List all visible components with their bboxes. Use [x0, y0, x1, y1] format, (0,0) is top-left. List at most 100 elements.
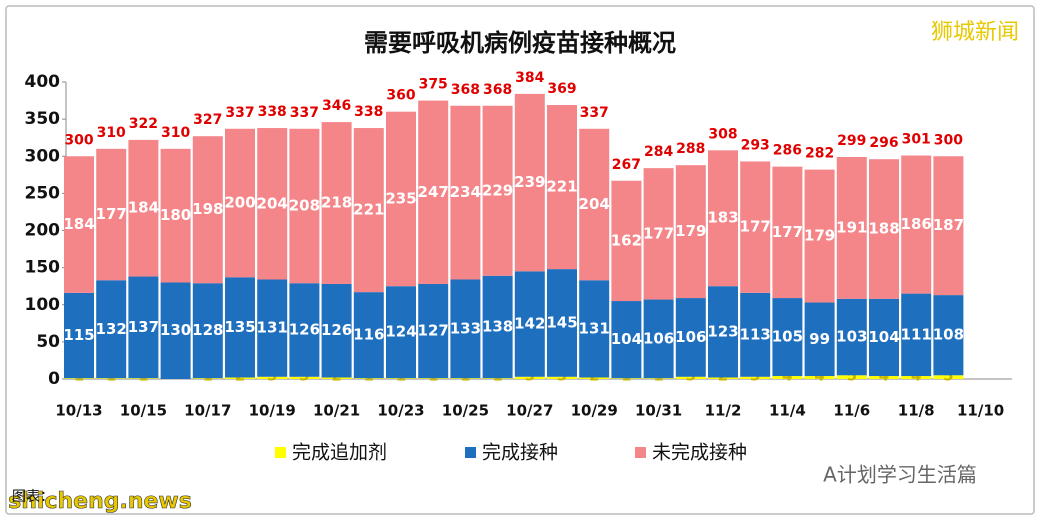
bar-segment: [514, 93, 545, 272]
bar-segment: [482, 275, 513, 379]
bar-segment: [804, 302, 835, 377]
data-label: 137: [128, 318, 159, 336]
data-label: 180: [160, 206, 191, 224]
data-label: 108: [933, 326, 964, 344]
total-label: 375: [419, 77, 448, 93]
y-tick-label: 0: [48, 369, 60, 389]
data-label: 221: [353, 201, 384, 219]
y-tick-label: 100: [25, 295, 61, 315]
bar-segment: [192, 283, 223, 379]
total-label: 368: [451, 82, 480, 98]
data-label: 105: [772, 328, 803, 346]
total-label: 282: [805, 146, 834, 162]
data-label: 106: [675, 328, 706, 346]
bar-segment: [869, 159, 899, 299]
total-label: 338: [258, 104, 287, 120]
y-tick-label: 250: [25, 183, 61, 203]
bar-segment: [257, 376, 288, 379]
data-label: 99: [809, 330, 830, 348]
data-label: 177: [96, 205, 127, 223]
data-label: 204: [257, 194, 288, 212]
data-label: 145: [546, 313, 577, 331]
x-tick-label: 10/13: [55, 402, 102, 420]
bar-segment: [450, 279, 481, 379]
data-label: 131: [579, 319, 610, 337]
bar-segment: [836, 375, 867, 379]
total-label: 288: [676, 141, 705, 157]
data-label: 221: [546, 178, 577, 196]
bar-segment: [257, 128, 288, 280]
bar-segment: [418, 283, 449, 379]
bar-segment: [901, 155, 932, 294]
bar-segment: [547, 105, 577, 270]
total-label: 369: [547, 81, 576, 97]
data-label: 179: [804, 227, 835, 245]
bar-segment: [579, 280, 610, 378]
x-tick-label: 11/4: [769, 402, 806, 420]
data-label: 184: [63, 215, 94, 233]
data-label: 187: [933, 216, 964, 234]
bar-segment: [740, 376, 771, 379]
bar-segment: [289, 128, 320, 284]
data-label: 234: [450, 183, 481, 201]
bar-segment: [675, 376, 706, 379]
data-label: 135: [224, 318, 255, 336]
data-label: 198: [192, 200, 223, 218]
x-tick-label: 10/17: [184, 402, 231, 420]
y-tick-label: 350: [25, 109, 61, 129]
bar-segment: [225, 377, 255, 379]
x-tick-label: 10/31: [635, 402, 682, 420]
data-label: 111: [901, 325, 932, 343]
data-label: 126: [289, 320, 320, 338]
bar-segment: [547, 376, 577, 379]
bar-segment: [611, 301, 642, 379]
data-label: 131: [257, 319, 288, 337]
bar-segment: [96, 280, 127, 379]
total-label: 327: [193, 112, 222, 128]
bar-segment: [643, 168, 674, 300]
bar-segment: [418, 378, 449, 379]
total-label: 301: [902, 132, 931, 148]
data-label: 132: [96, 320, 127, 338]
data-label: 218: [321, 194, 352, 212]
bar-segment: [579, 128, 610, 281]
bar-segment: [192, 378, 223, 379]
total-label: 346: [322, 98, 351, 114]
data-label: 200: [224, 194, 255, 212]
bar-segment: [64, 378, 94, 379]
x-tick-label: 11/10: [957, 402, 1004, 420]
bar-segment: [225, 128, 255, 278]
bar-segment: [386, 111, 416, 287]
total-label: 310: [97, 125, 126, 141]
total-label: 310: [161, 125, 190, 141]
legend-label: 完成追加剂: [292, 442, 387, 464]
data-label: 126: [321, 321, 352, 339]
data-label: 5: [943, 367, 953, 385]
data-label: 186: [901, 215, 932, 233]
bar-segment: [933, 156, 964, 296]
bar-segment: [321, 377, 352, 379]
bar-segment: [772, 298, 803, 377]
legend-swatch: [275, 447, 286, 458]
data-label: 106: [643, 329, 674, 347]
x-tick-label: 10/27: [506, 402, 553, 420]
bar-segment: [353, 128, 384, 293]
bar-segment: [64, 292, 94, 379]
bar-segment: [353, 378, 384, 379]
total-label: 337: [290, 105, 319, 121]
bar-segment: [611, 180, 642, 302]
data-label: 208: [289, 196, 320, 214]
bar-segment: [192, 136, 223, 284]
bar-segment: [482, 378, 513, 379]
data-label: 113: [740, 325, 771, 343]
bar-segment: [708, 150, 738, 287]
data-label: 183: [707, 209, 738, 227]
data-label: 247: [418, 183, 449, 201]
data-label: 116: [353, 326, 384, 344]
data-label: 235: [385, 189, 416, 207]
bar-segment: [643, 299, 674, 379]
legend-label: 完成接种: [482, 442, 558, 464]
bar-segment: [386, 286, 416, 379]
bar-segment: [96, 148, 127, 281]
